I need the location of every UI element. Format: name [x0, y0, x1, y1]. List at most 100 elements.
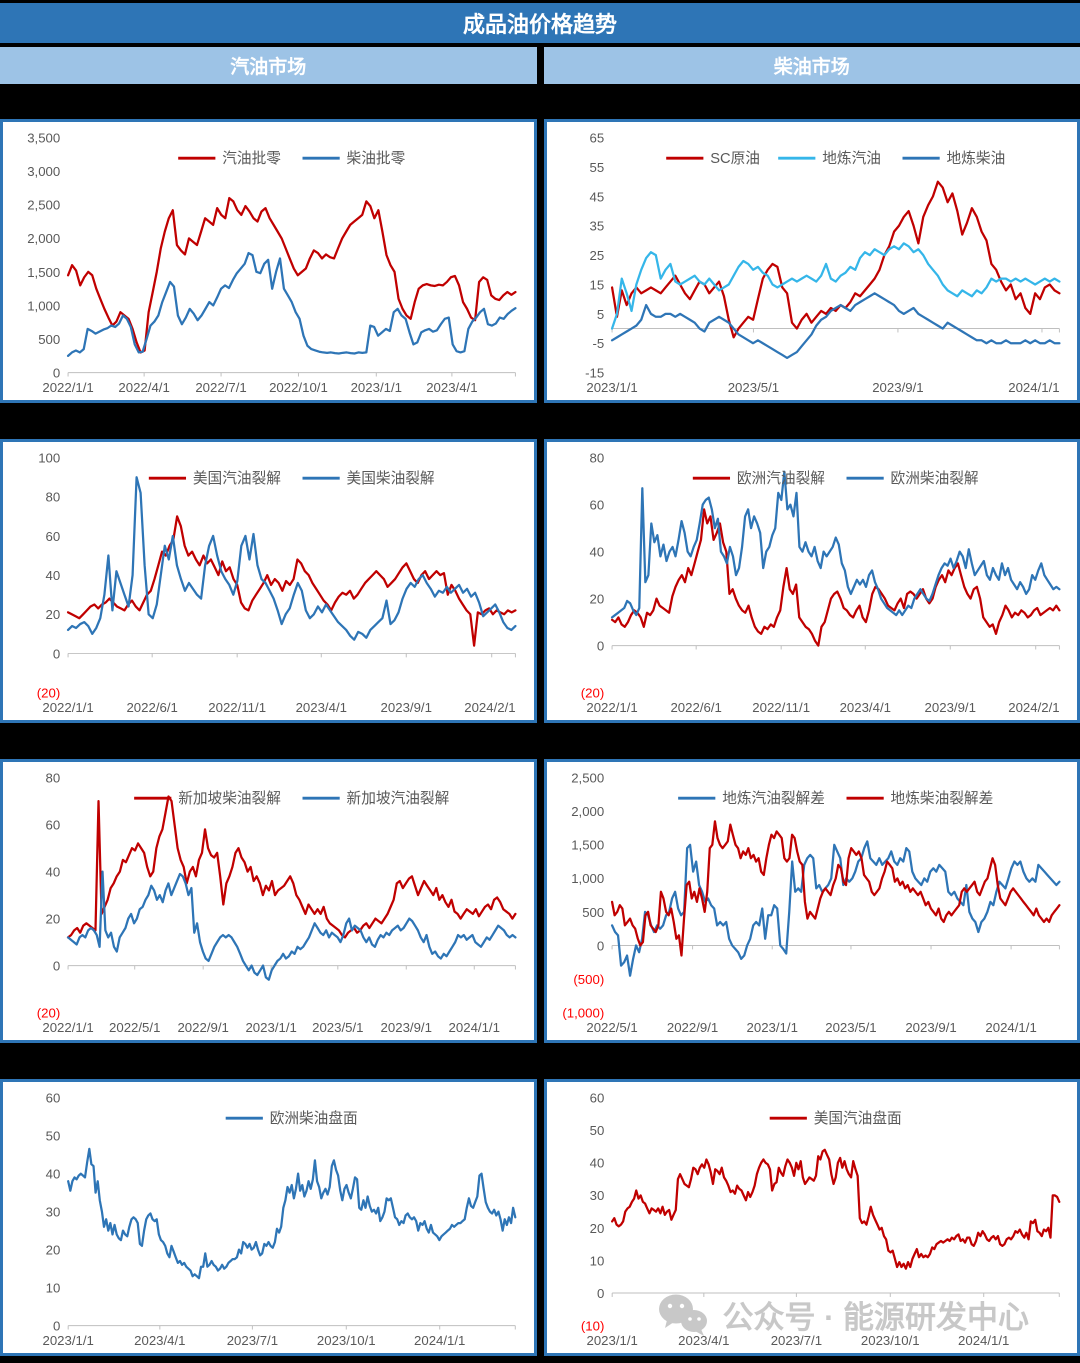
chart-row-4: 0 10 20 30 40 50 60 2023/1/1 2023/4/1 2023/7/1 202…	[0, 1079, 1080, 1356]
svg-text:2022/5/1: 2022/5/1	[586, 1020, 637, 1035]
chart-panel-us-gasoline-board: 公众号 · 能源研发中心 (10) 0 10 20 30 40 50 60 2023/1/1 20…	[543, 1079, 1080, 1356]
svg-text:2022/6/1: 2022/6/1	[670, 700, 721, 715]
svg-text:1,500: 1,500	[571, 838, 604, 853]
chart-panel-singapore-crack: (20) 0 20 40 60 80 2022/1/1 2022/5/1 2022/9/1 202…	[0, 759, 537, 1043]
svg-text:2022/1/1: 2022/1/1	[42, 380, 93, 395]
svg-text:2023/1/1: 2023/1/1	[586, 1333, 637, 1348]
svg-text:2023/1/1: 2023/1/1	[586, 380, 637, 395]
svg-text:2023/7/1: 2023/7/1	[227, 1333, 278, 1348]
svg-text:2023/10/1: 2023/10/1	[317, 1333, 376, 1348]
chart-row-2: (20) 0 20 40 60 80 100 2022/1/1 2022/6/1 2022/11/…	[0, 439, 1080, 723]
page-title-text: 成品油价格趋势	[462, 12, 617, 37]
svg-text:2023/5/1: 2023/5/1	[727, 380, 778, 395]
svg-text:地炼柴油裂解差: 地炼柴油裂解差	[890, 790, 993, 807]
svg-text:2022/10/1: 2022/10/1	[269, 380, 328, 395]
svg-text:60: 60	[589, 1091, 604, 1106]
svg-text:(10): (10)	[580, 1318, 603, 1333]
svg-text:15: 15	[589, 277, 604, 292]
svg-text:10: 10	[46, 1281, 61, 1296]
column-header-gasoline: 汽油市场	[0, 47, 537, 84]
svg-text:500: 500	[38, 332, 60, 347]
svg-text:2023/4/1: 2023/4/1	[296, 700, 347, 715]
svg-text:2022/7/1: 2022/7/1	[195, 380, 246, 395]
svg-text:40: 40	[589, 545, 604, 560]
svg-text:地炼汽油裂解差: 地炼汽油裂解差	[722, 790, 825, 807]
chart-europe-crack-spreads: (20) 0 20 40 60 80 2022/1/1 2022/6/1 2022/11/1 20…	[580, 451, 1061, 715]
svg-text:2022/9/1: 2022/9/1	[666, 1020, 717, 1035]
svg-text:-5: -5	[592, 336, 604, 351]
svg-text:0: 0	[597, 1286, 604, 1301]
svg-text:2023/4/1: 2023/4/1	[839, 700, 890, 715]
svg-text:2023/1/1: 2023/1/1	[351, 380, 402, 395]
svg-text:0: 0	[53, 365, 60, 380]
svg-text:55: 55	[589, 160, 604, 175]
svg-text:2022/9/1: 2022/9/1	[177, 1020, 228, 1035]
svg-text:2024/2/1: 2024/2/1	[1008, 700, 1059, 715]
chart-europe-diesel-board: 0 10 20 30 40 50 60 2023/1/1 2023/4/1 2023/7/1 202…	[43, 1091, 517, 1348]
svg-text:60: 60	[46, 529, 61, 544]
svg-text:2,000: 2,000	[27, 231, 60, 246]
svg-text:2023/4/1: 2023/4/1	[426, 380, 477, 395]
chart-us-crack-spreads: (20) 0 20 40 60 80 100 2022/1/1 2022/6/1 2022/11/…	[37, 451, 517, 715]
svg-text:80: 80	[46, 771, 61, 786]
svg-text:2023/9/1: 2023/9/1	[924, 700, 975, 715]
svg-text:2023/10/1: 2023/10/1	[860, 1333, 919, 1348]
svg-text:3,000: 3,000	[27, 164, 60, 179]
row-gap	[0, 723, 1080, 759]
svg-text:60: 60	[46, 818, 61, 833]
svg-text:(500): (500)	[573, 972, 604, 987]
svg-text:40: 40	[46, 568, 61, 583]
svg-text:2022/1/1: 2022/1/1	[42, 700, 93, 715]
svg-text:2022/11/1: 2022/11/1	[208, 700, 266, 715]
svg-text:10: 10	[589, 1253, 604, 1268]
svg-text:2024/1/1: 2024/1/1	[1008, 380, 1059, 395]
chart-singapore-crack-spreads: (20) 0 20 40 60 80 2022/1/1 2022/5/1 2022/9/1 202…	[37, 771, 517, 1035]
row-gap	[0, 403, 1080, 439]
chart-panel-us-crack: (20) 0 20 40 60 80 100 2022/1/1 2022/6/1 2022/11/…	[0, 439, 537, 723]
svg-text:(1,000): (1,000)	[562, 1005, 604, 1020]
svg-text:20: 20	[46, 607, 61, 622]
svg-text:汽油批零: 汽油批零	[222, 150, 281, 167]
svg-text:-15: -15	[585, 365, 604, 380]
chart-panel-refinery-margin: (1,000) (500) 0 500 1,000 1,500 2,000 2,500 2022…	[543, 759, 1080, 1043]
svg-text:2022/11/1: 2022/11/1	[752, 700, 810, 715]
svg-text:2024/1/1: 2024/1/1	[449, 1020, 500, 1035]
page-title: 成品油价格趋势	[0, 3, 1080, 47]
svg-text:2023/9/1: 2023/9/1	[381, 1020, 432, 1035]
svg-text:35: 35	[589, 219, 604, 234]
svg-text:20: 20	[46, 912, 61, 927]
svg-text:2023/5/1: 2023/5/1	[825, 1020, 876, 1035]
svg-text:2,500: 2,500	[571, 771, 604, 786]
row-gap	[0, 1043, 1080, 1079]
svg-text:2023/4/1: 2023/4/1	[134, 1333, 185, 1348]
svg-text:20: 20	[46, 1243, 61, 1258]
svg-text:2023/5/1: 2023/5/1	[312, 1020, 363, 1035]
svg-text:0: 0	[596, 639, 603, 654]
svg-text:2024/2/1: 2024/2/1	[464, 700, 515, 715]
svg-text:2023/7/1: 2023/7/1	[770, 1333, 821, 1348]
svg-text:0: 0	[596, 938, 603, 953]
svg-text:2022/4/1: 2022/4/1	[118, 380, 169, 395]
svg-text:新加坡汽油裂解: 新加坡汽油裂解	[347, 790, 450, 807]
svg-text:2024/1/1: 2024/1/1	[414, 1333, 465, 1348]
svg-text:40: 40	[589, 1156, 604, 1171]
svg-text:2022/1/1: 2022/1/1	[42, 1020, 93, 1035]
svg-text:美国汽油盘面: 美国汽油盘面	[813, 1109, 901, 1127]
row-gap	[0, 87, 1080, 119]
svg-text:2,500: 2,500	[27, 198, 60, 213]
chart-row-1: 0 500 1,000 1,500 2,000 2,500 3,000 3,500 2022/1…	[0, 119, 1080, 403]
chart-sc-crude-refinery-products: -15 -5 5 15 25 35 45 55 65 2023/1/1 2023/5/1 2023/9…	[585, 131, 1061, 395]
svg-text:20: 20	[589, 592, 604, 607]
svg-text:SC原油: SC原油	[710, 150, 760, 167]
column-header-diesel: 柴油市场	[543, 47, 1080, 84]
svg-text:60: 60	[46, 1091, 61, 1106]
svg-text:1,500: 1,500	[27, 265, 60, 280]
svg-text:地炼柴油: 地炼柴油	[946, 150, 1005, 167]
chart-panel-sc-crude-refinery: -15 -5 5 15 25 35 45 55 65 2023/1/1 2023/5/1 2023/9…	[543, 119, 1080, 403]
svg-text:2024/1/1: 2024/1/1	[985, 1020, 1036, 1035]
svg-text:5: 5	[596, 307, 603, 322]
svg-text:2023/1/1: 2023/1/1	[746, 1020, 797, 1035]
svg-text:2023/9/1: 2023/9/1	[905, 1020, 956, 1035]
svg-text:3,500: 3,500	[27, 131, 60, 146]
